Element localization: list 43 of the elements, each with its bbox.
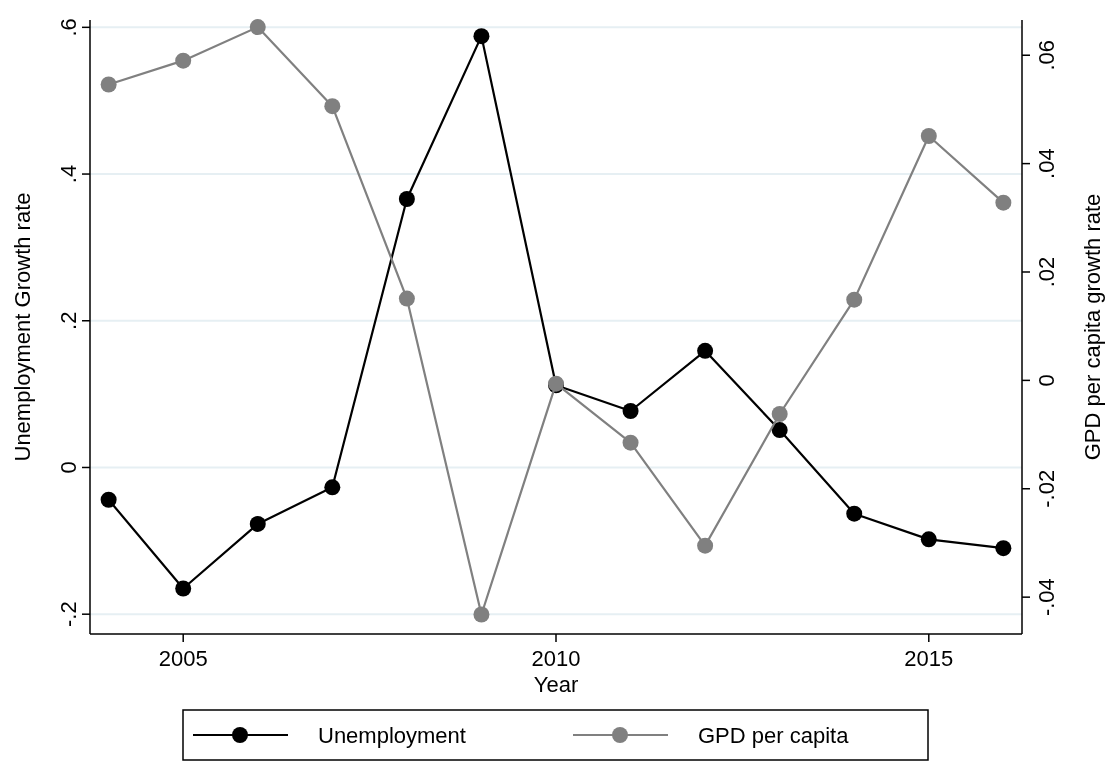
point bbox=[697, 342, 714, 359]
point bbox=[697, 537, 714, 554]
x-tick-label: 2010 bbox=[531, 646, 581, 671]
y-tick-label: .4 bbox=[56, 164, 81, 184]
y2-tick-label: -.02 bbox=[1034, 469, 1059, 508]
point bbox=[398, 190, 415, 207]
point bbox=[175, 52, 192, 69]
point bbox=[398, 290, 415, 307]
point bbox=[920, 127, 937, 144]
point bbox=[920, 531, 937, 548]
point bbox=[995, 540, 1012, 557]
point bbox=[249, 515, 266, 532]
y-tick-label: -.2 bbox=[56, 601, 81, 628]
point bbox=[324, 98, 341, 115]
y2-tick-label: .02 bbox=[1034, 256, 1059, 288]
y2-tick-label: 0 bbox=[1034, 374, 1059, 387]
x-axis-title: Year bbox=[533, 672, 579, 697]
point bbox=[175, 580, 192, 597]
x-tick-label: 2015 bbox=[904, 646, 954, 671]
point bbox=[995, 194, 1012, 211]
y2-tick-label: .06 bbox=[1034, 39, 1059, 71]
point bbox=[846, 291, 863, 308]
y-tick-label: 0 bbox=[56, 461, 81, 474]
point bbox=[100, 76, 117, 93]
point bbox=[473, 606, 490, 623]
point bbox=[622, 402, 639, 419]
y-tick-label: .6 bbox=[56, 18, 81, 37]
point bbox=[622, 434, 639, 451]
legend-label: GPD per capita bbox=[698, 723, 850, 748]
point bbox=[771, 422, 788, 439]
legend-label: Unemployment bbox=[318, 723, 466, 748]
y-axis-title: Unemployment Growth rate bbox=[10, 192, 35, 462]
point bbox=[324, 479, 341, 496]
x-tick-label: 2005 bbox=[158, 646, 208, 671]
point bbox=[771, 405, 788, 422]
y2-axis-title: GPD per capita growth rate bbox=[1080, 193, 1105, 461]
point bbox=[249, 19, 266, 36]
point bbox=[846, 505, 863, 522]
y2-tick-label: .04 bbox=[1034, 148, 1059, 179]
y2-tick-label: -.04 bbox=[1034, 578, 1059, 617]
point bbox=[100, 491, 117, 508]
point bbox=[473, 28, 490, 45]
y-tick-label: .2 bbox=[56, 311, 81, 330]
